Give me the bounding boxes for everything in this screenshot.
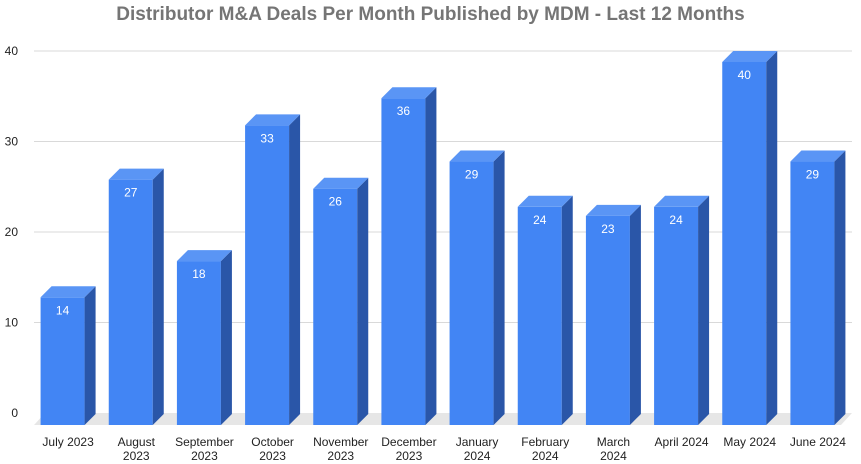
- bar-side: [152, 168, 164, 425]
- x-tick-label: December 2023: [381, 435, 436, 463]
- bar-front: [654, 206, 699, 425]
- bar-side: [629, 204, 641, 425]
- y-tick-label: 40: [5, 44, 19, 58]
- bar: 29: [449, 150, 505, 426]
- x-axis-labels: July 2023 August 2023 September 2023 October 2…: [42, 435, 846, 463]
- data-label: 14: [56, 303, 70, 317]
- x-tick-label: October 2023: [251, 435, 294, 463]
- bar-side: [357, 177, 369, 425]
- bar-top: [449, 150, 505, 162]
- bar-top: [108, 168, 164, 180]
- x-tick-label: March 2024: [597, 435, 630, 463]
- bar-front: [585, 215, 630, 425]
- bar: 14: [40, 286, 96, 425]
- x-tick-label: May 2024: [723, 435, 776, 449]
- bar-front: [449, 161, 494, 426]
- chart-floor: [34, 413, 852, 425]
- chart-floor-plane: [34, 413, 852, 425]
- y-tick-label: 0: [11, 406, 18, 420]
- bar-top: [381, 87, 437, 99]
- bar: 24: [517, 195, 573, 425]
- bar-front: [40, 297, 85, 425]
- gridlines: [34, 50, 852, 323]
- data-label: 26: [329, 195, 343, 209]
- bar-top: [176, 250, 232, 262]
- bar-front: [176, 261, 221, 425]
- y-tick-label: 30: [5, 135, 19, 149]
- bar-side: [84, 286, 96, 425]
- bar-top: [313, 177, 369, 189]
- bar: 40: [722, 51, 778, 425]
- bar-side: [289, 114, 301, 425]
- bar-front: [108, 179, 153, 425]
- bar: 33: [245, 114, 301, 425]
- bar-front: [517, 206, 562, 425]
- bar-front: [245, 125, 290, 425]
- bar: 36: [381, 87, 437, 425]
- bar-top: [654, 195, 710, 207]
- data-label: 27: [124, 186, 138, 200]
- bar-side: [561, 195, 573, 425]
- data-label: 29: [465, 168, 479, 182]
- bar-side: [220, 250, 232, 425]
- bar-top: [40, 286, 96, 298]
- x-tick-label: June 2024: [790, 435, 846, 449]
- x-tick-label: January 2024: [456, 435, 499, 463]
- data-label: 33: [260, 131, 274, 145]
- y-tick-label: 20: [5, 225, 19, 239]
- bar-front: [722, 62, 767, 425]
- chart-title: Distributor M&A Deals Per Month Publishe…: [116, 4, 745, 25]
- bar: 26: [313, 177, 369, 425]
- x-tick-label: February 2024: [521, 435, 569, 463]
- x-tick-label: August 2023: [118, 435, 156, 463]
- bar-front: [313, 188, 358, 425]
- bar-front: [790, 161, 835, 426]
- bar-side: [698, 195, 710, 425]
- x-tick-label: September 2023: [175, 435, 234, 463]
- x-tick-label: April 2024: [655, 435, 709, 449]
- bar-side: [493, 150, 505, 426]
- data-label: 24: [669, 213, 683, 227]
- bar: 29: [790, 150, 846, 426]
- bar-side: [834, 150, 846, 426]
- data-label: 24: [533, 213, 547, 227]
- x-tick-label: November 2023: [313, 435, 368, 463]
- bar-top: [722, 51, 778, 62]
- y-axis-ticks: 0 10 20 30 40: [5, 44, 19, 420]
- y-tick-label: 10: [5, 316, 19, 330]
- bar-top: [517, 195, 573, 207]
- data-label: 23: [601, 222, 615, 236]
- bar: 23: [585, 204, 641, 425]
- bar-side: [425, 87, 437, 425]
- bar-front: [381, 98, 426, 425]
- bar-top: [790, 150, 846, 162]
- data-label: 29: [806, 168, 820, 182]
- bar-top: [585, 204, 641, 216]
- bar: 18: [176, 250, 232, 425]
- bar: 27: [108, 168, 164, 425]
- data-label: 18: [192, 267, 206, 281]
- bar-side: [766, 51, 778, 425]
- data-label: 40: [738, 68, 752, 82]
- bar-top: [245, 114, 301, 126]
- data-label: 36: [397, 104, 411, 118]
- bars: 14 27 18 33 26 36 29 24 23 24 40 29: [40, 51, 846, 426]
- bar: 24: [654, 195, 710, 425]
- x-tick-label: July 2023: [42, 435, 94, 449]
